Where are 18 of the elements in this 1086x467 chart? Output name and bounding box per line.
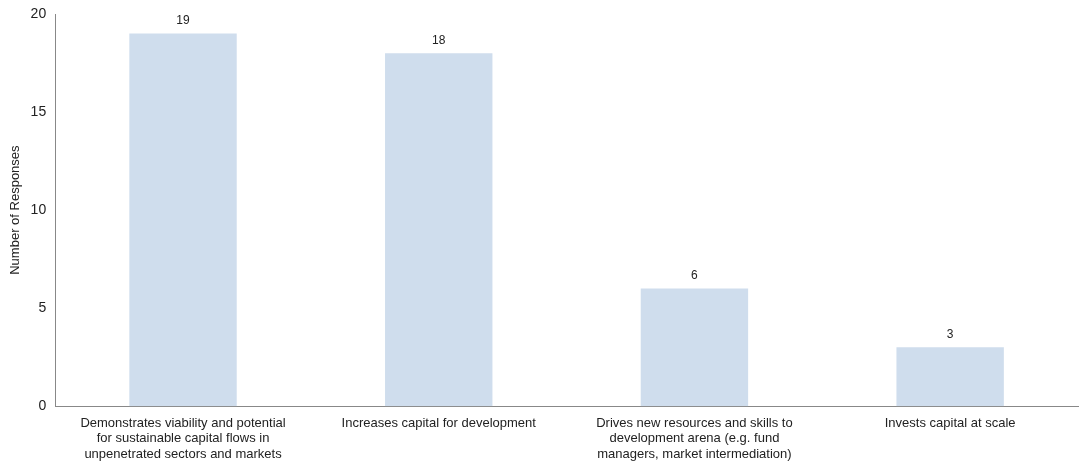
y-tick-label: 20 — [30, 4, 47, 21]
x-tick-label: Invests capital at scale — [884, 414, 1016, 430]
data-label: 3 — [946, 326, 954, 341]
y-tick-label: 0 — [38, 397, 47, 414]
data-label: 19 — [176, 12, 191, 27]
data-label: 6 — [691, 267, 699, 282]
y-tick-label: 10 — [30, 200, 47, 217]
bar — [896, 347, 1004, 407]
y-tick-label: 5 — [38, 299, 47, 316]
bar — [640, 288, 749, 407]
bar — [129, 33, 237, 407]
y-tick-label: 15 — [30, 102, 47, 119]
x-tick-label: Increases capital for development — [341, 414, 537, 430]
x-tick-label: Drives new resources and skills to development arena (e.g. fund managers, market intermediation) — [596, 414, 793, 461]
y-axis-title: Number of Responses — [7, 144, 23, 275]
bar — [385, 53, 493, 407]
x-tick-label: Demonstrates viability and potential for sustainable capital flows in unpenetrated sectors and markets — [80, 414, 286, 461]
data-label: 18 — [432, 32, 446, 47]
